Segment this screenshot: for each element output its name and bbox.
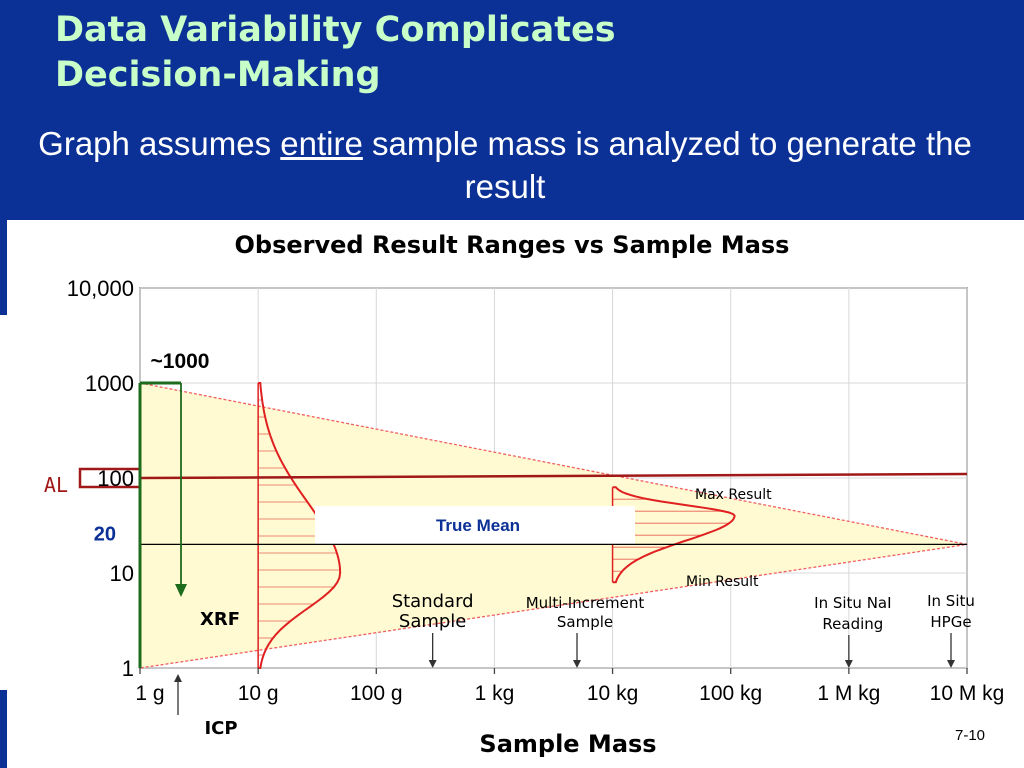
true-mean-label: True Mean [436,516,520,535]
distribution-curve [612,486,736,584]
mean-value-label: 20 [94,523,116,545]
x-tick-label: 1 M kg [817,682,880,705]
x-axis-label: Sample Mass [479,730,656,758]
left-accent-bar-top [0,220,7,315]
subtitle-emphasis: entire [280,125,363,162]
slide-title-line1: Data Variability Complicates [55,10,616,50]
chart-title: Observed Result Ranges vs Sample Mass [235,231,790,259]
y-axis-ticks: 1 10 100 1000 10,000 [67,276,134,681]
xrf-max-label: ~1000 [151,350,210,373]
x-tick-label: 10 kg [587,682,638,705]
subtitle-part2: sample mass is analyzed to generate the … [362,125,972,205]
y-tick-label: 100 [97,466,134,491]
annotation-label: Standard [392,591,474,612]
slide-header: Data Variability Complicates Decision-Ma… [0,0,1024,220]
y-tick-label: 10,000 [67,276,134,301]
xrf-range-marker [138,381,187,668]
left-accent-bar-bottom [0,690,7,768]
y-tick-label: 1000 [85,371,134,396]
subtitle-part1: Graph assumes [38,125,281,162]
true-mean-label-background [315,506,635,544]
annotation-arrowhead [844,660,853,668]
x-tick-label: 100 g [350,682,403,705]
method-annotations: XRFICPStandardSampleMulti-IncrementSampl… [174,591,975,739]
y-tick-label: 1 [122,656,134,681]
max-result-label: Max Result [695,487,772,503]
annotation-arrowhead [573,660,582,668]
x-tick-label: 1 g [135,682,164,705]
annotation-label: Multi-Increment [526,594,645,612]
annotation-arrowhead [428,660,437,668]
annotation-label: Sample [557,613,613,631]
annotation-label: XRF [200,609,240,630]
slide-subtitle: Graph assumes entire sample mass is anal… [0,122,1010,208]
annotation-label: ICP [204,718,237,739]
x-tick-label: 10 g [238,682,279,705]
y-tick-label: 10 [110,561,134,586]
action-level-line [139,472,968,480]
slide-title-line2: Decision-Making [55,55,381,95]
slide-title: Data Variability Complicates Decision-Ma… [55,8,955,98]
slide-number: 7-10 [955,727,986,744]
annotation-label: In Situ [927,592,975,610]
annotation-label: HPGe [930,613,971,631]
xrf-arrow-head [175,584,187,597]
min-result-label: Min Result [686,574,759,590]
x-tick-label: 1 kg [475,682,515,705]
annotation-arrowhead [947,660,955,668]
annotation-arrowhead [174,674,182,682]
annotation-label: Sample [399,611,467,632]
x-tick-label: 100 kg [699,682,762,705]
action-level-label: AL [44,473,68,497]
x-axis-ticks: 1 g 10 g 100 g 1 kg 10 kg 100 kg 1 M kg 10 M kg [135,668,1004,705]
x-tick-label: 10 M kg [930,682,1005,705]
annotation-label: In Situ NaI [814,594,891,612]
annotation-label: Reading [822,615,883,633]
